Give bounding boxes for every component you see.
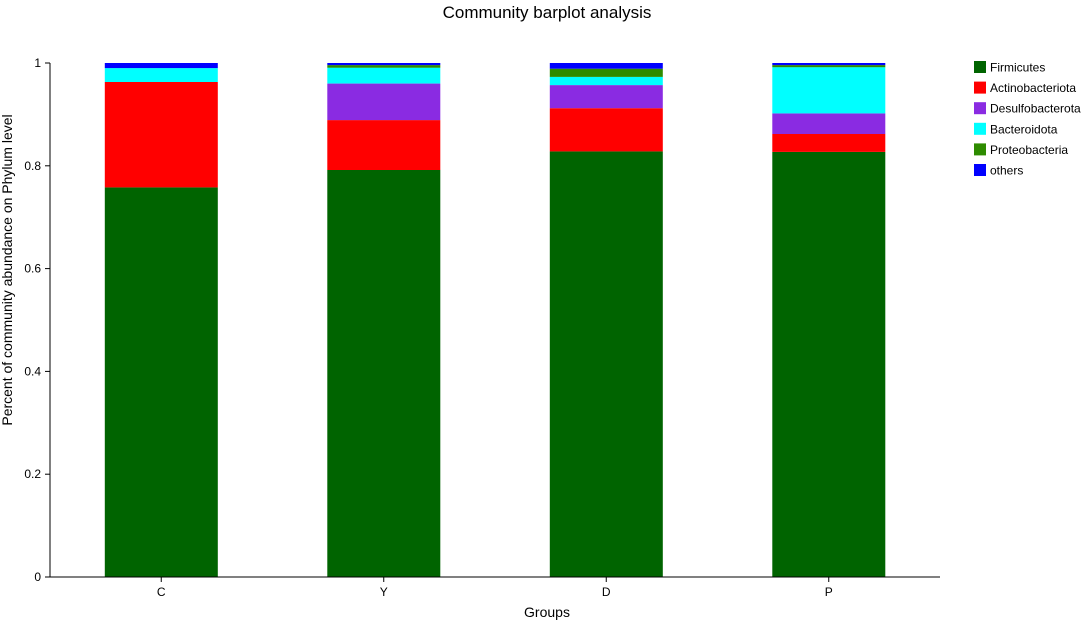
x-tick-label: C: [157, 585, 166, 599]
bar-D-actinobacteriota: [549, 108, 663, 152]
bar-Y-firmicutes: [327, 169, 441, 577]
legend-swatch-actinobacteriota: [974, 81, 986, 94]
legend-label-others: others: [990, 164, 1023, 178]
bar-P-firmicutes: [772, 151, 886, 577]
bar-D-proteobacteria: [549, 68, 663, 77]
bar-Y-desulfobacterota: [327, 83, 441, 121]
y-tick-label: 0.2: [24, 467, 41, 481]
bar-Y-actinobacteriota: [327, 120, 441, 170]
bar-Y-proteobacteria: [327, 65, 441, 68]
bar-D-desulfobacterota: [549, 85, 663, 109]
legend-swatch-firmicutes: [974, 61, 986, 73]
bar-D-bacteroidota: [549, 76, 663, 86]
bar-Y-others: [327, 63, 441, 66]
bar-Y-bacteroidota: [327, 67, 441, 84]
plot-area: [104, 63, 886, 577]
bar-C-others: [104, 63, 218, 69]
x-axis-title: Groups: [524, 604, 570, 620]
y-tick-label: 0.8: [24, 159, 41, 173]
bar-C-firmicutes: [104, 187, 218, 577]
x-tick-label: Y: [380, 585, 388, 599]
bar-P-others: [772, 63, 886, 66]
legend-swatch-desulfobacterota: [974, 102, 986, 115]
bar-D-firmicutes: [549, 151, 663, 577]
legend-label-desulfobacterota: Desulfobacterota: [990, 102, 1081, 116]
bar-D-others: [549, 63, 663, 69]
y-axis-title: Percent of community abundance on Phylum…: [0, 114, 15, 425]
x-tick-label: P: [825, 585, 833, 599]
bar-P-proteobacteria: [772, 65, 886, 68]
legend-swatch-bacteroidota: [974, 122, 986, 135]
legend-label-firmicutes: Firmicutes: [990, 61, 1045, 75]
bar-P-actinobacteriota: [772, 133, 886, 152]
bar-P-desulfobacterota: [772, 113, 886, 134]
y-tick-label: 1: [34, 56, 41, 70]
bar-C-actinobacteriota: [104, 82, 218, 188]
legend-swatch-proteobacteria: [974, 143, 986, 156]
legend-label-proteobacteria: Proteobacteria: [990, 143, 1068, 157]
legend: Firmicutes Actinobacteriota Desulfobactero…: [974, 61, 1081, 178]
legend-label-bacteroidota: Bacteroidota: [990, 122, 1058, 136]
bar-P-bacteroidota: [772, 67, 886, 114]
legend-swatch-others: [974, 164, 986, 176]
y-tick-label: 0.6: [24, 262, 41, 276]
y-axis: 0 0.2 0.4 0.6 0.8 1: [24, 56, 51, 584]
y-tick-label: 0.4: [24, 364, 41, 378]
legend-label-actinobacteriota: Actinobacteriota: [990, 81, 1076, 95]
x-tick-label: D: [602, 585, 611, 599]
bar-C-bacteroidota: [104, 68, 218, 82]
chart-title: Community barplot analysis: [443, 3, 652, 22]
y-tick-label: 0: [34, 570, 41, 584]
